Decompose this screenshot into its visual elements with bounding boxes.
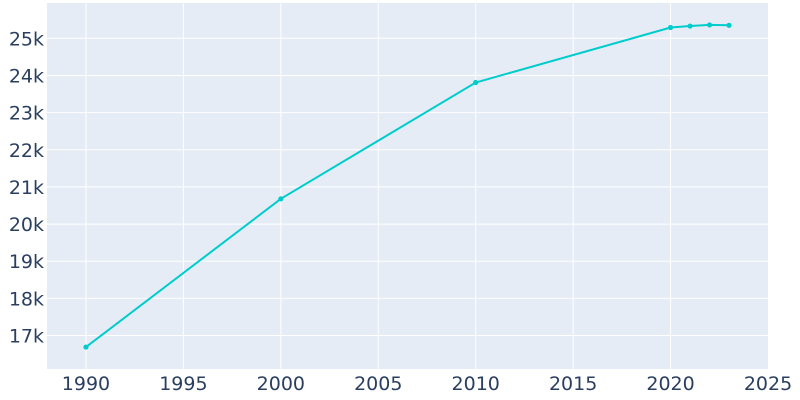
x-tick-label: 2025 [744,373,792,395]
x-tick-label: 2020 [646,373,694,395]
x-tick-label: 1990 [62,373,110,395]
x-tick-label: 2000 [257,373,305,395]
data-point [706,22,713,28]
x-tick-label: 2010 [452,373,500,395]
y-tick-label: 17k [9,326,44,348]
y-axis-ticks: 17k 18k 19k 20k 21k 22k 23k 24k 25k [9,28,44,347]
data-point [726,22,732,28]
grid-lines [47,3,768,369]
x-tick-label: 2005 [354,373,402,395]
y-tick-label: 24k [9,65,44,87]
y-tick-label: 20k [9,214,44,236]
data-point [278,196,284,202]
data-point [687,23,693,29]
data-point [83,344,89,350]
data-point [667,24,674,31]
y-tick-label: 22k [9,140,44,162]
data-point [473,79,479,86]
data-points [83,22,732,350]
y-tick-label: 18k [9,288,44,310]
x-tick-label: 2015 [549,373,597,395]
y-tick-label: 25k [9,28,44,50]
y-tick-label: 21k [9,177,44,199]
x-tick-label: 1995 [159,373,207,395]
x-axis-ticks: 1990 1995 2000 2005 2010 2015 2020 2025 [62,373,792,395]
y-tick-label: 19k [9,251,44,273]
plot-area [47,3,768,369]
y-tick-label: 23k [9,103,44,125]
